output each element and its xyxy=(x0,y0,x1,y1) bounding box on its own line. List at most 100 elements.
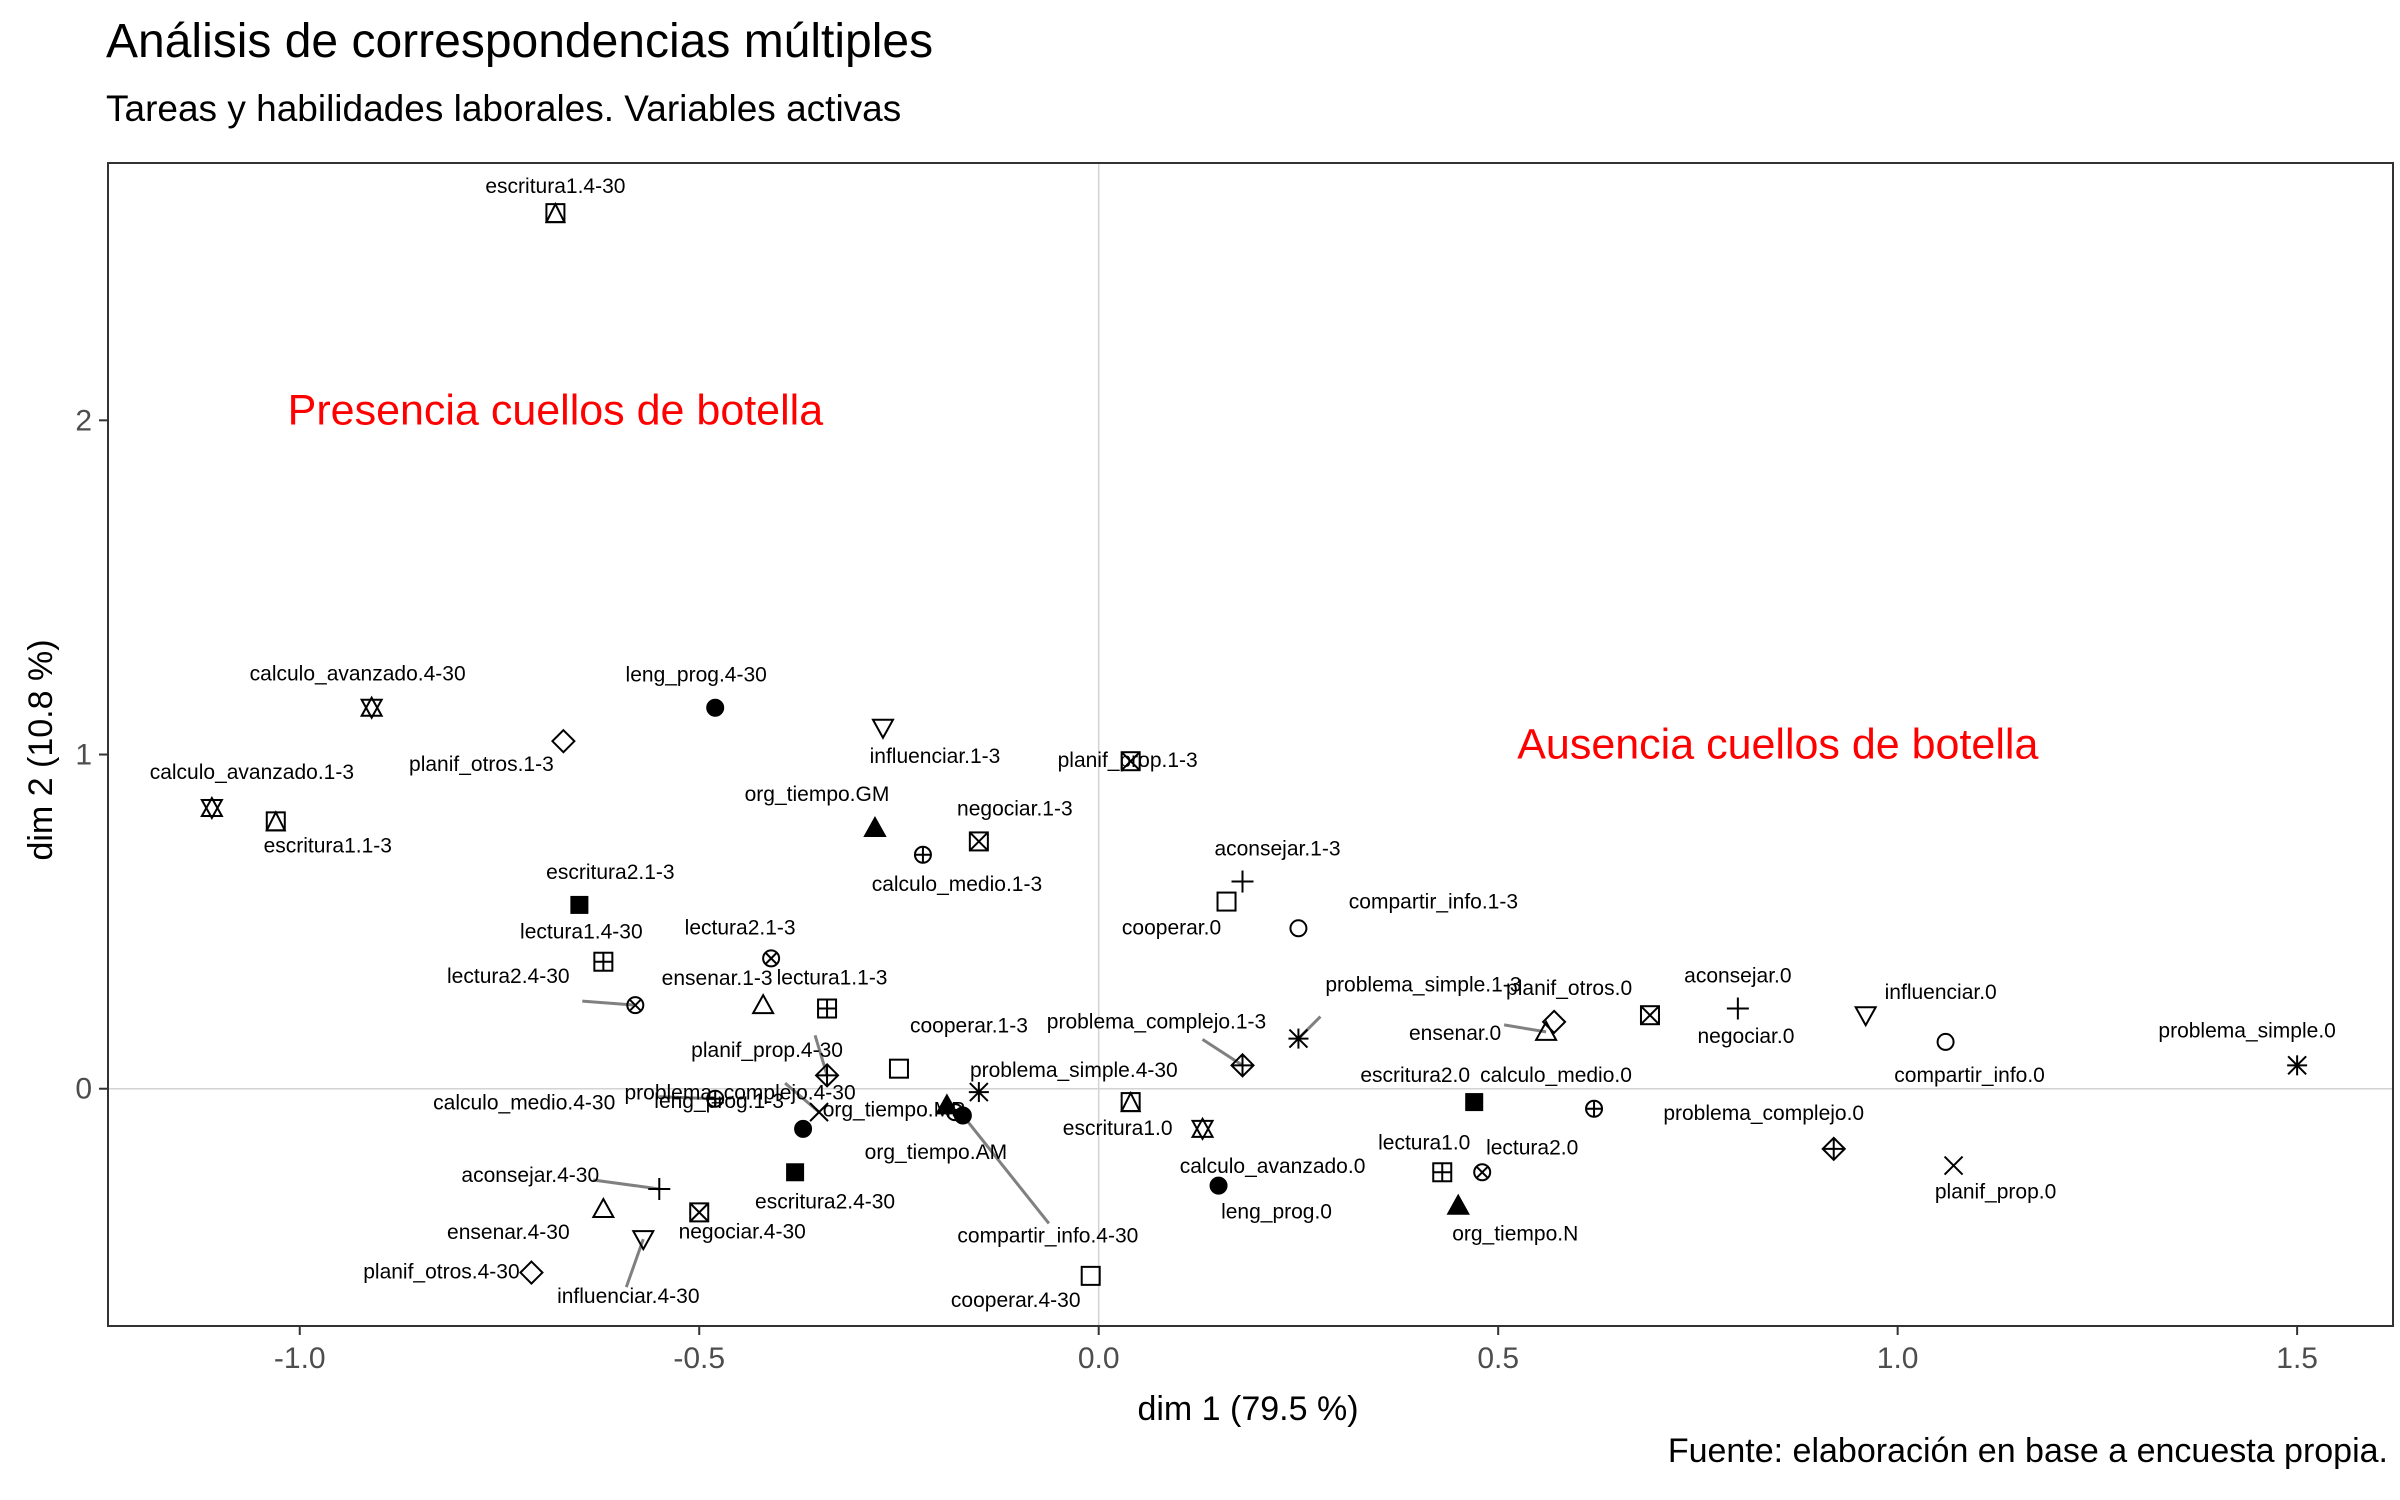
point-planif-otros-4-30-diamond-icon xyxy=(519,1260,544,1285)
point-escritura1-4-30-square-triangle-icon xyxy=(544,201,567,224)
point-label-lectura1-4-30: lectura1.4-30 xyxy=(520,921,643,944)
chart-title: Análisis de correspondencias múltiples xyxy=(106,15,934,68)
point-negociar-0-square-x-icon xyxy=(1639,1005,1660,1026)
point-label-influenciar-0: influenciar.0 xyxy=(1885,981,1997,1004)
point-cooperar-0-square-icon xyxy=(1216,891,1237,912)
point-escritura1-0-square-triangle-icon xyxy=(1120,1090,1142,1113)
y-tick-label: 1 xyxy=(75,739,92,772)
point-influenciar-0-triangle-down-icon xyxy=(1853,1006,1878,1028)
leader-line-calculo-medio-4-30 xyxy=(659,1095,716,1101)
plot-panel-border xyxy=(107,162,2394,1327)
point-label-problema-complejo-0: problema_complejo.0 xyxy=(1663,1102,1864,1125)
y-axis-title: dim 2 (10.8 %) xyxy=(22,639,60,860)
point-lectura2-0-circle-x-icon xyxy=(1473,1163,1492,1182)
point-aconsejar-1-3-plus-icon xyxy=(1231,870,1254,893)
point-problema-simple-4-30-asterisk-icon xyxy=(968,1082,989,1103)
point-negociar-1-3-square-x-icon xyxy=(968,831,989,852)
y-tick-label: 0 xyxy=(75,1073,92,1106)
point-label-influenciar-1-3: influenciar.1-3 xyxy=(870,745,1001,768)
point-label-ensenar-0: ensenar.0 xyxy=(1409,1022,1501,1045)
point-label-calculo-medio-0: calculo_medio.0 xyxy=(1480,1064,1632,1087)
point-problema-complejo-4-30-diamond-plus-icon xyxy=(814,1062,840,1088)
x-tick-label: 1.0 xyxy=(1877,1342,1919,1375)
point-label-planif-otros-0: planif_otros.0 xyxy=(1506,977,1632,1000)
point-label-cooperar-4-30: cooperar.4-30 xyxy=(951,1289,1081,1312)
point-problema-complejo-1-3-diamond-plus-icon xyxy=(1230,1052,1255,1078)
point-label-aconsejar-1-3: aconsejar.1-3 xyxy=(1214,838,1340,861)
point-ensenar-1-3-triangle-icon xyxy=(751,993,775,1015)
x-tick-label: 0.0 xyxy=(1078,1342,1120,1375)
leader-line-influenciar-4-30 xyxy=(624,1238,645,1288)
point-label-planif-otros-4-30: planif_otros.4-30 xyxy=(363,1261,519,1284)
point-aconsejar-4-30-plus-icon xyxy=(648,1177,671,1200)
point-lectura1-0-square-plus-icon xyxy=(1432,1162,1453,1183)
point-label-calculo-avanzado-1-3: calculo_avanzado.1-3 xyxy=(150,761,354,784)
x-tick-label: 0.5 xyxy=(1477,1342,1519,1375)
point-label-lectura1-1-3: lectura1.1-3 xyxy=(777,967,888,990)
point-label-problema-complejo-1-3: problema_complejo.1-3 xyxy=(1047,1010,1266,1033)
point-planif-prop-0-cross-icon xyxy=(1943,1155,1964,1176)
point-calculo-medio-1-3-circle-plus-icon xyxy=(913,845,932,864)
point-leng-prog-0-circle-filled-icon xyxy=(1209,1176,1228,1195)
point-label-planif-prop-1-3: planif_prop.1-3 xyxy=(1058,749,1198,772)
point-label-leng-prog-1-3: leng_prog.1-3 xyxy=(654,1090,784,1113)
point-label-org-tiempo-n: org_tiempo.N xyxy=(1452,1223,1578,1246)
point-label-aconsejar-4-30: aconsejar.4-30 xyxy=(461,1164,599,1187)
point-label-negociar-0: negociar.0 xyxy=(1698,1025,1795,1048)
point-label-org-tiempo-gm: org_tiempo.GM xyxy=(745,783,890,806)
point-escritura2-1-3-square-filled-icon xyxy=(570,895,589,914)
point-label-lectura2-4-30: lectura2.4-30 xyxy=(447,965,570,988)
point-negociar-4-30-square-x-icon xyxy=(689,1202,710,1223)
point-label-leng-prog-0: leng_prog.0 xyxy=(1221,1201,1332,1224)
point-lectura1-4-30-square-plus-icon xyxy=(593,951,614,972)
leader-line-compartir-info-4-30 xyxy=(961,1114,1051,1225)
point-label-escritura2-0: escritura2.0 xyxy=(1360,1064,1470,1087)
point-label-ensenar-1-3: ensenar.1-3 xyxy=(662,967,773,990)
point-label-problema-complejo-4-30: problema_complejo.4-30 xyxy=(624,1081,855,1104)
point-lectura1-1-3-square-plus-icon xyxy=(817,998,838,1019)
point-label-cooperar-1-3: cooperar.1-3 xyxy=(910,1015,1028,1038)
point-planif-prop-1-3-square-x-icon xyxy=(1120,751,1141,772)
y-tick-label: 2 xyxy=(75,404,92,437)
point-compartir-info-0-circle-icon xyxy=(1936,1032,1955,1051)
point-label-lectura2-1-3: lectura2.1-3 xyxy=(685,916,796,939)
point-leng-prog-4-30-circle-filled-icon xyxy=(706,698,725,717)
point-label-escritura2-1-3: escritura2.1-3 xyxy=(546,861,674,884)
point-leng-prog-1-3-circle-filled-icon xyxy=(794,1119,813,1138)
point-escritura2-0-square-filled-icon xyxy=(1465,1093,1484,1112)
point-label-leng-prog-4-30: leng_prog.4-30 xyxy=(626,664,767,687)
point-cooperar-1-3-square-icon xyxy=(888,1058,909,1079)
point-planif-otros-1-3-diamond-icon xyxy=(550,728,576,754)
point-label-planif-prop-0: planif_prop.0 xyxy=(1935,1181,2056,1204)
point-influenciar-4-30-triangle-down-icon xyxy=(631,1230,655,1252)
point-label-calculo-medio-1-3: calculo_medio.1-3 xyxy=(872,873,1042,896)
point-label-problema-simple-1-3: problema_simple.1-3 xyxy=(1325,974,1521,997)
point-lectura2-1-3-circle-x-icon xyxy=(762,949,781,968)
point-label-aconsejar-0: aconsejar.0 xyxy=(1684,965,1791,988)
leader-line-ensenar-0 xyxy=(1503,1023,1547,1034)
point-label-compartir-info-0: compartir_info.0 xyxy=(1894,1064,2045,1087)
point-label-planif-otros-1-3: planif_otros.1-3 xyxy=(409,753,554,776)
point-planif-otros-0-diamond-icon xyxy=(1541,1009,1567,1035)
point-label-escritura2-4-30: escritura2.4-30 xyxy=(755,1190,895,1213)
point-compartir-info-1-3-circle-icon xyxy=(1289,919,1308,938)
point-label-lectura1-0: lectura1.0 xyxy=(1378,1131,1470,1154)
point-label-escritura1-1-3: escritura1.1-3 xyxy=(264,834,392,857)
point-escritura1-1-3-square-triangle-icon xyxy=(265,810,287,832)
point-planif-prop-4-30-cross-icon xyxy=(809,1102,829,1122)
point-lectura2-4-30-circle-x-icon xyxy=(626,996,645,1015)
point-problema-simple-0-asterisk-icon xyxy=(2287,1055,2308,1076)
point-calculo-avanzado-4-30-star-of-david-icon xyxy=(359,695,384,720)
point-label-planif-prop-4-30: planif_prop.4-30 xyxy=(691,1039,843,1062)
x-tick-label: -0.5 xyxy=(673,1342,725,1375)
point-label-compartir-info-1-3: compartir_info.1-3 xyxy=(1349,890,1518,913)
point-influenciar-1-3-triangle-down-icon xyxy=(871,718,895,740)
point-calculo-avanzado-1-3-star-of-david-icon xyxy=(200,795,224,821)
leader-line-problema-complejo-4-30 xyxy=(813,1034,829,1076)
point-compartir-info-4-30-circle-filled-icon xyxy=(953,1106,972,1125)
point-label-negociar-1-3: negociar.1-3 xyxy=(957,797,1073,820)
point-label-escritura1-0: escritura1.0 xyxy=(1063,1117,1173,1140)
point-label-negociar-4-30: negociar.4-30 xyxy=(679,1220,806,1243)
x-tick-label: -1.0 xyxy=(274,1342,326,1375)
